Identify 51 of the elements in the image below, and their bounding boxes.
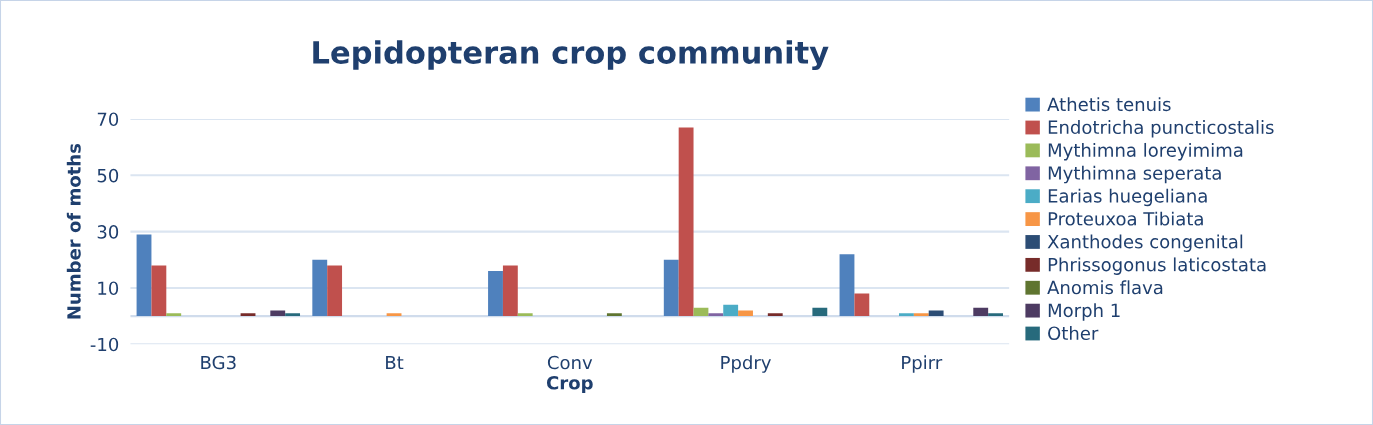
bar — [988, 313, 1003, 317]
legend-label: Anomis flava — [1047, 280, 1163, 295]
x-tick-label: Ppirr — [902, 355, 943, 373]
bar — [517, 313, 533, 317]
legend-label: Other — [1048, 326, 1099, 341]
bar — [708, 313, 724, 317]
legend-label: Earias huegeliana — [1048, 188, 1207, 207]
bar — [854, 293, 870, 317]
bar — [136, 234, 152, 317]
x-axis-title: Crop — [546, 375, 593, 394]
legend-label: Phrissogonus laticostata — [1048, 257, 1266, 275]
bar — [839, 254, 855, 317]
bar — [151, 265, 167, 317]
bar — [723, 304, 739, 317]
bar — [285, 313, 301, 317]
bar — [973, 307, 989, 317]
x-tick-label: Bt — [386, 355, 404, 370]
bar — [166, 313, 182, 317]
bar — [312, 259, 328, 317]
bar — [502, 265, 518, 317]
legend-label: Morph 1 — [1048, 303, 1120, 321]
legend-label: Proteuxoa Tibiata — [1048, 211, 1203, 226]
bar — [899, 313, 914, 317]
chart-title: Lepidopteran crop community — [313, 40, 829, 71]
bar — [270, 310, 286, 317]
legend-label: Endotricha puncticostalis — [1048, 120, 1274, 138]
y-tick-label: 70 — [97, 112, 119, 127]
bar — [606, 313, 622, 317]
bar — [488, 271, 503, 317]
bar — [812, 307, 828, 317]
legend-label: Mythimna loreyimima — [1048, 142, 1243, 161]
legend-label: Athetis tenuis — [1047, 97, 1171, 112]
x-tick-label: Ppdry — [721, 355, 771, 373]
legend-label: Mythimna seperata — [1048, 165, 1221, 184]
y-tick-label: -10 — [90, 337, 119, 352]
y-axis-title: Number of moths — [66, 143, 81, 319]
bar — [738, 310, 753, 317]
y-tick-label: 50 — [97, 168, 119, 183]
bar — [913, 313, 929, 317]
bar — [327, 265, 343, 317]
x-tick-label: BG3 — [201, 355, 236, 370]
bar — [767, 313, 783, 317]
bar — [928, 310, 944, 317]
legend-label: Xanthodes congenital — [1047, 234, 1243, 252]
bar — [678, 127, 694, 317]
bar — [663, 259, 679, 317]
y-tick-label: 30 — [97, 225, 119, 239]
x-tick-label: Conv — [547, 355, 593, 370]
bar — [386, 313, 402, 317]
bar — [240, 313, 256, 317]
y-tick-label: 10 — [98, 281, 119, 296]
